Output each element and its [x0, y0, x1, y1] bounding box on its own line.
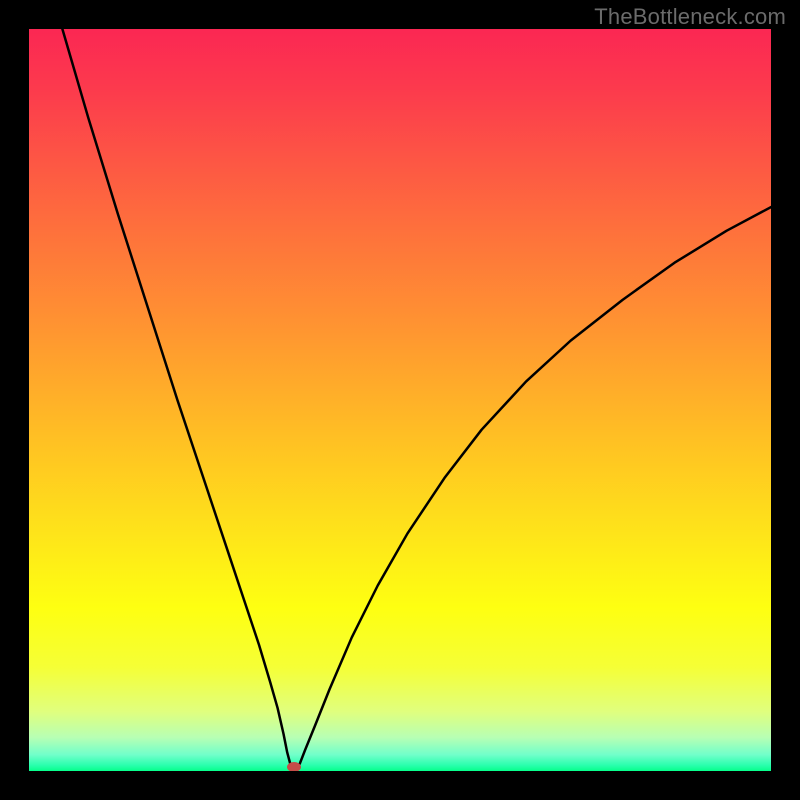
target-marker [287, 762, 301, 771]
bottleneck-curve [29, 29, 771, 771]
watermark-text: TheBottleneck.com [594, 4, 786, 30]
chart-frame: TheBottleneck.com [0, 0, 800, 800]
plot-area [29, 29, 771, 771]
